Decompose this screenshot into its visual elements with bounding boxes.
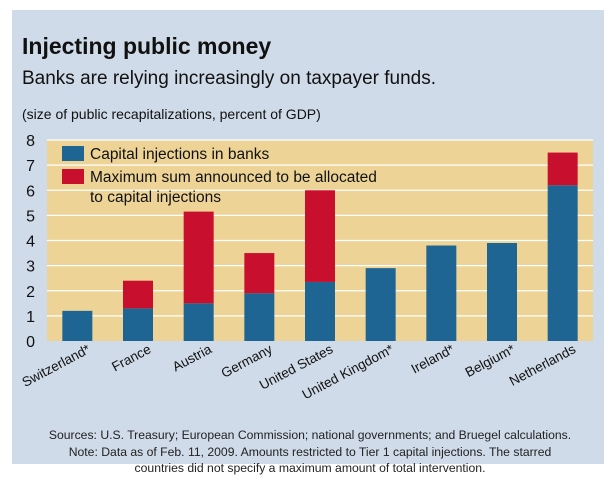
y-tick-label: 2 bbox=[26, 284, 35, 301]
legend-swatch-capital bbox=[62, 146, 84, 161]
x-tick-label: Austria bbox=[170, 341, 215, 374]
bars bbox=[62, 152, 578, 341]
bar-capital-injection bbox=[305, 281, 335, 341]
bar-capital-injection bbox=[62, 310, 93, 341]
y-tick-label: 4 bbox=[26, 234, 35, 251]
sources-note: Sources: U.S. Treasury; European Commiss… bbox=[48, 428, 572, 442]
bar-capital-injection bbox=[183, 303, 214, 341]
bar-capital-injection bbox=[487, 243, 517, 341]
bar-capital-injection bbox=[426, 245, 457, 341]
y-tick-label: 5 bbox=[26, 208, 35, 225]
legend-label-maximum-line1: Maximum sum announced to be allocated bbox=[90, 169, 377, 186]
data-note-line1: Note: Data as of Feb. 11, 2009. Amounts … bbox=[68, 444, 552, 459]
bar-capital-injection bbox=[365, 268, 396, 341]
x-tick-label: Netherlands bbox=[507, 341, 579, 389]
bar-maximum-announced bbox=[183, 211, 214, 304]
y-tick-label: 6 bbox=[26, 183, 35, 200]
y-tick-label: 3 bbox=[26, 259, 35, 276]
data-note-line2: countries did not specify a maximum amou… bbox=[134, 461, 486, 475]
bar-maximum-announced bbox=[547, 152, 578, 186]
chart-subtitle: Banks are relying increasingly on taxpay… bbox=[22, 68, 437, 89]
bar-maximum-announced bbox=[305, 190, 335, 282]
footnotes: Sources: U.S. Treasury; European Commiss… bbox=[20, 427, 600, 477]
bar-capital-injection bbox=[244, 293, 275, 341]
y-tick-label: 8 bbox=[26, 133, 35, 150]
units-label: (size of public recapitalizations, perce… bbox=[22, 106, 321, 122]
bar-capital-injection bbox=[123, 308, 153, 341]
y-tick-label: 1 bbox=[26, 309, 35, 326]
bar-maximum-announced bbox=[244, 253, 275, 294]
x-tick-label: Ireland* bbox=[409, 341, 458, 376]
legend-label-maximum-line2: to capital injections bbox=[90, 189, 221, 206]
y-tick-label: 0 bbox=[26, 334, 35, 351]
x-tick-label: France bbox=[109, 341, 153, 374]
legend: Capital injections in banks Maximum sum … bbox=[62, 146, 377, 206]
legend-label-capital: Capital injections in banks bbox=[90, 146, 269, 163]
bar-maximum-announced bbox=[123, 280, 153, 309]
y-tick-label: 7 bbox=[26, 158, 35, 175]
chart-title: Injecting public money bbox=[22, 33, 272, 59]
y-axis-ticks: 0 1 2 3 4 5 6 7 8 bbox=[26, 133, 35, 351]
legend-swatch-maximum bbox=[62, 169, 84, 184]
bar-capital-injection bbox=[547, 185, 578, 341]
